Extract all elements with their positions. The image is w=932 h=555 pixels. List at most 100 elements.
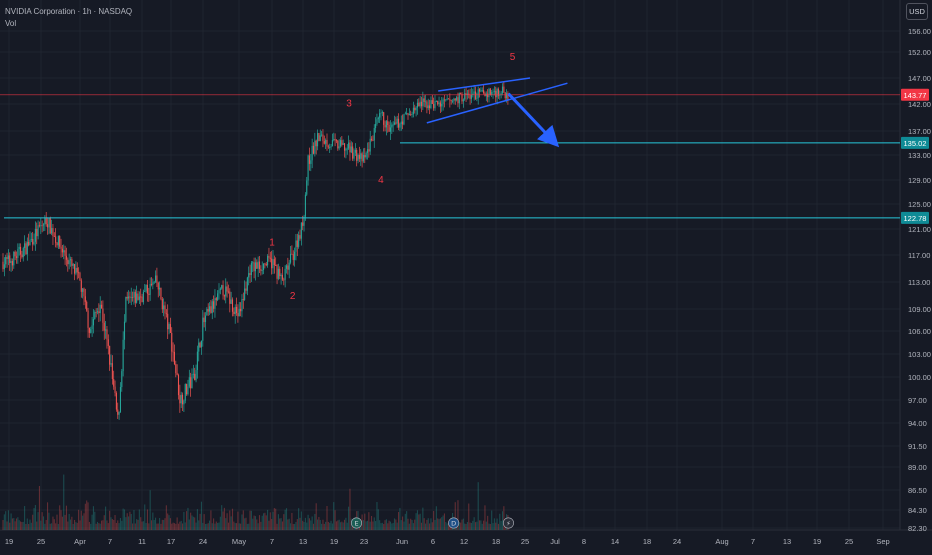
candle [403, 113, 405, 126]
currency-button[interactable]: USD [906, 3, 928, 20]
volume-bar [434, 519, 436, 530]
last-price-label: 143.77 [904, 91, 927, 100]
volume-bar [252, 518, 254, 530]
volume-bar [69, 519, 72, 530]
candle [229, 288, 231, 313]
candle-body [144, 291, 146, 292]
volume-bar [122, 508, 124, 530]
candle [253, 257, 255, 279]
candle-body [426, 101, 428, 109]
volume-bar [391, 523, 393, 530]
volume-bar [28, 523, 30, 530]
candle-body [49, 217, 51, 234]
candle [52, 224, 54, 245]
wave-label-4: 4 [378, 175, 384, 186]
candle [136, 285, 138, 304]
candle-body [78, 272, 80, 274]
time-axis[interactable]: 19 25 Apr 7 11 17 24 May 7 13 19 23 Jun 6 12 18 25 Jul 8 14… [5, 537, 890, 546]
candle-body [86, 301, 88, 311]
candle [487, 89, 489, 103]
volume-bar [227, 522, 229, 530]
candle-body [106, 329, 108, 340]
candle [190, 372, 192, 397]
candle-body [153, 281, 155, 283]
candle [47, 217, 49, 235]
candle [128, 290, 130, 304]
candle [425, 94, 427, 108]
candle [503, 81, 505, 93]
volume-bar [115, 522, 117, 530]
volume-bar [250, 510, 252, 530]
candle-body [396, 118, 398, 124]
candle [223, 294, 225, 301]
wave-label-5: 5 [510, 52, 516, 63]
volume-bar [464, 523, 466, 530]
time-tick-label: 14 [611, 537, 619, 546]
candle [49, 216, 51, 235]
candle [384, 120, 386, 132]
candle [375, 117, 377, 133]
volume-bar [248, 523, 250, 530]
candle [318, 132, 320, 142]
horizontal-levels[interactable]: 135.02 122.78 143.77 [0, 88, 929, 224]
candle [479, 88, 481, 98]
volume-bar [94, 511, 96, 530]
candle [341, 135, 343, 147]
candle [142, 289, 144, 305]
candle [149, 277, 151, 301]
candle [298, 231, 300, 249]
candle-body [234, 306, 236, 315]
candle-body [402, 121, 404, 125]
event-markers[interactable]: E D ⚡ [350, 517, 514, 529]
candle [427, 98, 429, 111]
volume-bar [123, 509, 126, 530]
volume-bar [418, 514, 420, 530]
candle [327, 144, 329, 149]
volume-bar [26, 518, 28, 530]
candle-body [427, 105, 429, 109]
volume-bar [415, 513, 417, 530]
volume-bar [292, 523, 294, 530]
price-axis[interactable]: 156.00 152.00 147.00 142.00 137.00 133.00 129.… [908, 27, 931, 533]
candle-body [126, 296, 128, 299]
volume-bar [334, 510, 336, 530]
volume-bar [257, 523, 259, 530]
volume-bar [314, 513, 316, 530]
candle [91, 317, 93, 337]
candle [280, 273, 282, 285]
candle-body [61, 248, 63, 253]
volume-bar [341, 521, 343, 530]
drawings[interactable] [426, 77, 568, 148]
volume-bar [244, 518, 246, 530]
volume-bar [59, 505, 61, 530]
volume-bar [55, 523, 57, 530]
candle-body [288, 262, 290, 270]
volume-bar [399, 507, 401, 530]
candle [452, 99, 454, 104]
candle-body [157, 282, 159, 290]
candle [489, 87, 491, 96]
split-glyph: ⚡ [506, 520, 511, 528]
candle-body [9, 255, 11, 264]
candle-body [338, 146, 340, 149]
candle [292, 250, 294, 266]
volume-bar [15, 518, 18, 530]
volume-bar [21, 521, 23, 530]
candle-body [507, 93, 509, 100]
candle [167, 304, 169, 340]
candle-body [180, 394, 182, 404]
candle [383, 111, 385, 132]
candle-body [391, 124, 393, 128]
candle-body [474, 91, 477, 99]
candle-body [183, 400, 185, 405]
volume-bar [221, 505, 223, 530]
candle [22, 246, 24, 262]
time-tick-label: 7 [108, 537, 112, 546]
volume-bar [80, 510, 82, 530]
volume-bar [307, 514, 309, 530]
candle [88, 327, 90, 338]
candle-body [160, 287, 162, 300]
candle [454, 98, 456, 105]
